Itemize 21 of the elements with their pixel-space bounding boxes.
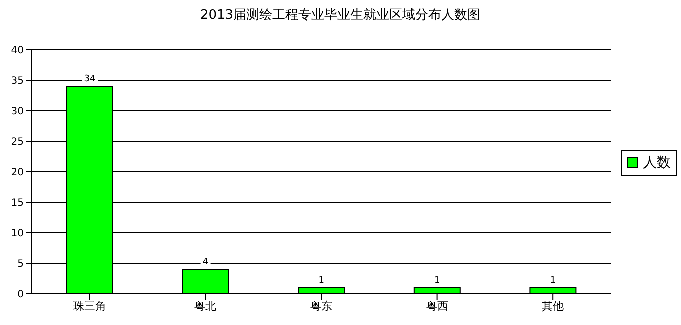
x-tick-label: 粤北 [194, 300, 217, 313]
data-label: 1 [318, 276, 324, 286]
y-tick-label: 20 [11, 168, 24, 179]
chart-title: 2013届测绘工程专业毕业生就业区域分布人数图 [199, 7, 482, 24]
y-tick-label: 30 [11, 106, 24, 118]
x-tick-label: 珠三角 [73, 300, 106, 313]
data-label: 34 [84, 74, 96, 85]
x-tick-label: 粤东 [310, 300, 332, 313]
y-tick-label: 5 [18, 259, 24, 270]
y-tick-label: 35 [11, 76, 24, 88]
legend-label: 人数 [643, 154, 671, 172]
data-label: 1 [550, 276, 556, 286]
x-tick-label: 粤西 [426, 300, 448, 313]
y-tick-label: 0 [18, 290, 24, 301]
x-tick-label: 其他 [542, 300, 564, 313]
data-label: 4 [202, 258, 209, 268]
y-tick-label: 15 [11, 198, 24, 210]
y-tick-label: 25 [11, 137, 24, 148]
y-tick-label: 40 [11, 46, 24, 57]
y-tick-label: 10 [11, 228, 24, 240]
data-label: 1 [434, 276, 440, 286]
